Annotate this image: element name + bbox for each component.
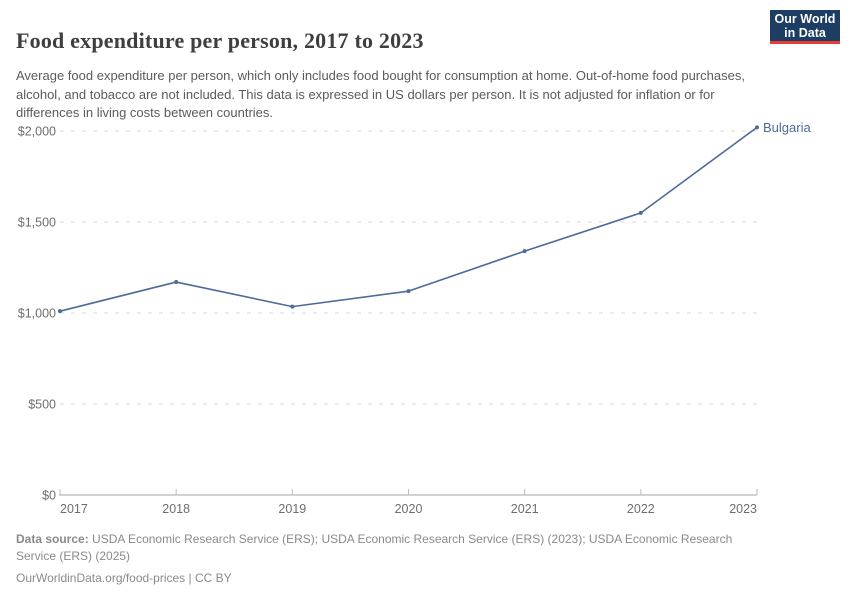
y-tick-label: $2,000 xyxy=(18,125,56,139)
x-tick-label: 2023 xyxy=(729,502,757,516)
data-point[interactable] xyxy=(58,309,62,314)
attribution-line: OurWorldinData.org/food-prices | CC BY xyxy=(16,571,232,585)
data-source-line: Data source: USDA Economic Research Serv… xyxy=(16,531,772,564)
owid-logo: Our World in Data xyxy=(770,10,840,44)
x-tick-label: 2018 xyxy=(162,502,190,516)
data-source-text: USDA Economic Research Service (ERS); US… xyxy=(16,532,733,563)
data-point[interactable] xyxy=(522,249,527,254)
x-tick-label: 2020 xyxy=(395,502,423,516)
owid-logo-line2: in Data xyxy=(784,25,826,40)
data-source-label: Data source: xyxy=(16,532,89,546)
data-point[interactable] xyxy=(755,125,759,130)
data-point[interactable] xyxy=(174,280,179,285)
owid-logo-line1: Our World xyxy=(774,11,836,26)
data-point[interactable] xyxy=(290,304,295,309)
chart-canvas[interactable]: $0 $500 $1,000 $1,500 $2,000 2017 2018 2019 2020… xyxy=(0,113,850,531)
series-line[interactable] xyxy=(59,126,758,312)
x-tick-label: 2017 xyxy=(60,502,88,516)
y-tick-label: $1,000 xyxy=(18,307,56,321)
series-label[interactable]: Bulgaria xyxy=(763,120,811,135)
y-tick-label: $1,500 xyxy=(18,216,56,230)
x-tick-label: 2022 xyxy=(627,502,655,516)
x-tick-label: 2021 xyxy=(511,502,539,516)
x-tick-label: 2019 xyxy=(278,502,306,516)
y-tick-label: $500 xyxy=(28,398,56,412)
data-point[interactable] xyxy=(406,289,411,294)
chart-footer: Data source: USDA Economic Research Serv… xyxy=(16,531,772,587)
data-point[interactable] xyxy=(638,210,643,215)
chart-title: Food expenditure per person, 2017 to 202… xyxy=(16,27,424,53)
chart-subtitle: Average food expenditure per person, whi… xyxy=(16,68,745,120)
y-tick-label: $0 xyxy=(42,489,56,503)
